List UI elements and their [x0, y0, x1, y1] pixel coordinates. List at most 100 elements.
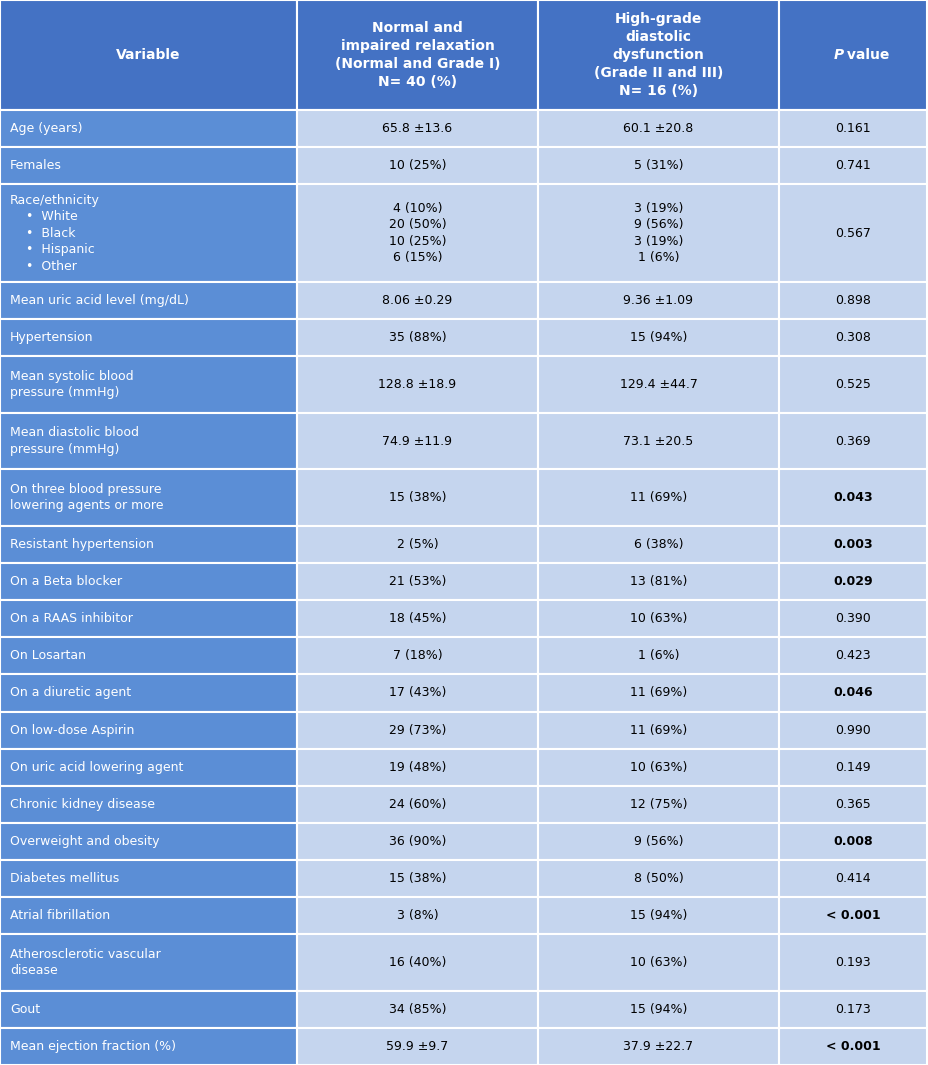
Bar [537, 601, 779, 637]
Text: 8 (50%): 8 (50%) [633, 872, 683, 885]
Text: 0.029: 0.029 [832, 575, 872, 588]
Bar [779, 823, 926, 859]
Text: 15 (38%): 15 (38%) [388, 491, 445, 504]
Bar [0, 711, 297, 749]
Bar [0, 601, 297, 637]
Bar [537, 990, 779, 1028]
Text: 59.9 ±9.7: 59.9 ±9.7 [386, 1039, 448, 1053]
Text: 0.008: 0.008 [832, 835, 872, 848]
Text: 0.369: 0.369 [834, 435, 870, 447]
Bar [297, 749, 537, 786]
Text: 16 (40%): 16 (40%) [389, 956, 445, 969]
Text: 29 (73%): 29 (73%) [389, 723, 445, 737]
Bar [0, 859, 297, 897]
Bar [537, 184, 779, 282]
Bar [537, 749, 779, 786]
Bar [537, 356, 779, 413]
Bar [297, 282, 537, 318]
Text: Hypertension: Hypertension [10, 331, 94, 344]
Text: 12 (75%): 12 (75%) [629, 798, 687, 810]
Text: 24 (60%): 24 (60%) [389, 798, 445, 810]
Bar [779, 601, 926, 637]
Bar [779, 934, 926, 990]
Bar [297, 990, 537, 1028]
Text: 36 (90%): 36 (90%) [389, 835, 445, 848]
Bar [297, 184, 537, 282]
Text: 9 (56%): 9 (56%) [633, 835, 682, 848]
Text: 10 (25%): 10 (25%) [388, 159, 445, 173]
Text: 4 (10%)
20 (50%)
10 (25%)
6 (15%): 4 (10%) 20 (50%) 10 (25%) 6 (15%) [388, 201, 445, 264]
Text: Mean diastolic blood
pressure (mmHg): Mean diastolic blood pressure (mmHg) [10, 426, 139, 456]
Bar [297, 0, 537, 110]
Bar [297, 110, 537, 147]
Text: 6 (38%): 6 (38%) [633, 538, 682, 551]
Bar [779, 356, 926, 413]
Bar [0, 470, 297, 526]
Bar [537, 470, 779, 526]
Bar [537, 147, 779, 184]
Text: Diabetes mellitus: Diabetes mellitus [10, 872, 119, 885]
Text: 10 (63%): 10 (63%) [629, 612, 687, 625]
Bar [779, 318, 926, 356]
Text: 21 (53%): 21 (53%) [389, 575, 445, 588]
Text: 3 (19%)
9 (56%)
3 (19%)
1 (6%): 3 (19%) 9 (56%) 3 (19%) 1 (6%) [633, 201, 682, 264]
Text: 19 (48%): 19 (48%) [389, 760, 445, 773]
Bar [779, 674, 926, 711]
Bar [779, 147, 926, 184]
Text: On a diuretic agent: On a diuretic agent [10, 687, 131, 700]
Bar [537, 823, 779, 859]
Bar [779, 637, 926, 674]
Text: 7 (18%): 7 (18%) [393, 650, 442, 662]
Text: 0.567: 0.567 [834, 227, 870, 240]
Bar [297, 356, 537, 413]
Text: 65.8 ±13.6: 65.8 ±13.6 [382, 122, 452, 135]
Text: 3 (8%): 3 (8%) [396, 910, 438, 922]
Text: Overweight and obesity: Overweight and obesity [10, 835, 160, 848]
Bar [297, 318, 537, 356]
Text: Mean ejection fraction (%): Mean ejection fraction (%) [10, 1039, 175, 1053]
Text: Females: Females [10, 159, 62, 173]
Bar [779, 110, 926, 147]
Text: On uric acid lowering agent: On uric acid lowering agent [10, 760, 183, 773]
Bar [779, 897, 926, 934]
Bar [0, 823, 297, 859]
Text: 0.003: 0.003 [832, 538, 872, 551]
Bar [297, 823, 537, 859]
Text: On a RAAS inhibitor: On a RAAS inhibitor [10, 612, 133, 625]
Text: Atrial fibrillation: Atrial fibrillation [10, 910, 110, 922]
Bar [779, 1028, 926, 1065]
Bar [297, 526, 537, 563]
Text: 2 (5%): 2 (5%) [396, 538, 438, 551]
Text: 0.043: 0.043 [832, 491, 872, 504]
Text: 13 (81%): 13 (81%) [629, 575, 687, 588]
Bar [779, 413, 926, 470]
Text: 0.365: 0.365 [834, 798, 870, 810]
Text: P: P [833, 48, 844, 62]
Text: 0.414: 0.414 [834, 872, 870, 885]
Bar [537, 0, 779, 110]
Bar [537, 637, 779, 674]
Bar [297, 711, 537, 749]
Text: Age (years): Age (years) [10, 122, 83, 135]
Bar [0, 990, 297, 1028]
Text: 73.1 ±20.5: 73.1 ±20.5 [623, 435, 693, 447]
Text: 0.161: 0.161 [834, 122, 870, 135]
Bar [297, 637, 537, 674]
Bar [297, 147, 537, 184]
Text: 8.06 ±0.29: 8.06 ±0.29 [382, 294, 452, 307]
Bar [0, 637, 297, 674]
Bar [0, 282, 297, 318]
Bar [0, 749, 297, 786]
Bar [0, 897, 297, 934]
Bar [537, 282, 779, 318]
Bar [537, 413, 779, 470]
Bar [0, 786, 297, 823]
Text: 0.173: 0.173 [834, 1003, 870, 1016]
Text: 15 (94%): 15 (94%) [629, 331, 687, 344]
Text: 0.149: 0.149 [834, 760, 870, 773]
Text: value: value [841, 48, 888, 62]
Bar [0, 413, 297, 470]
Bar [297, 601, 537, 637]
Text: < 0.001: < 0.001 [825, 1039, 880, 1053]
Bar [0, 147, 297, 184]
